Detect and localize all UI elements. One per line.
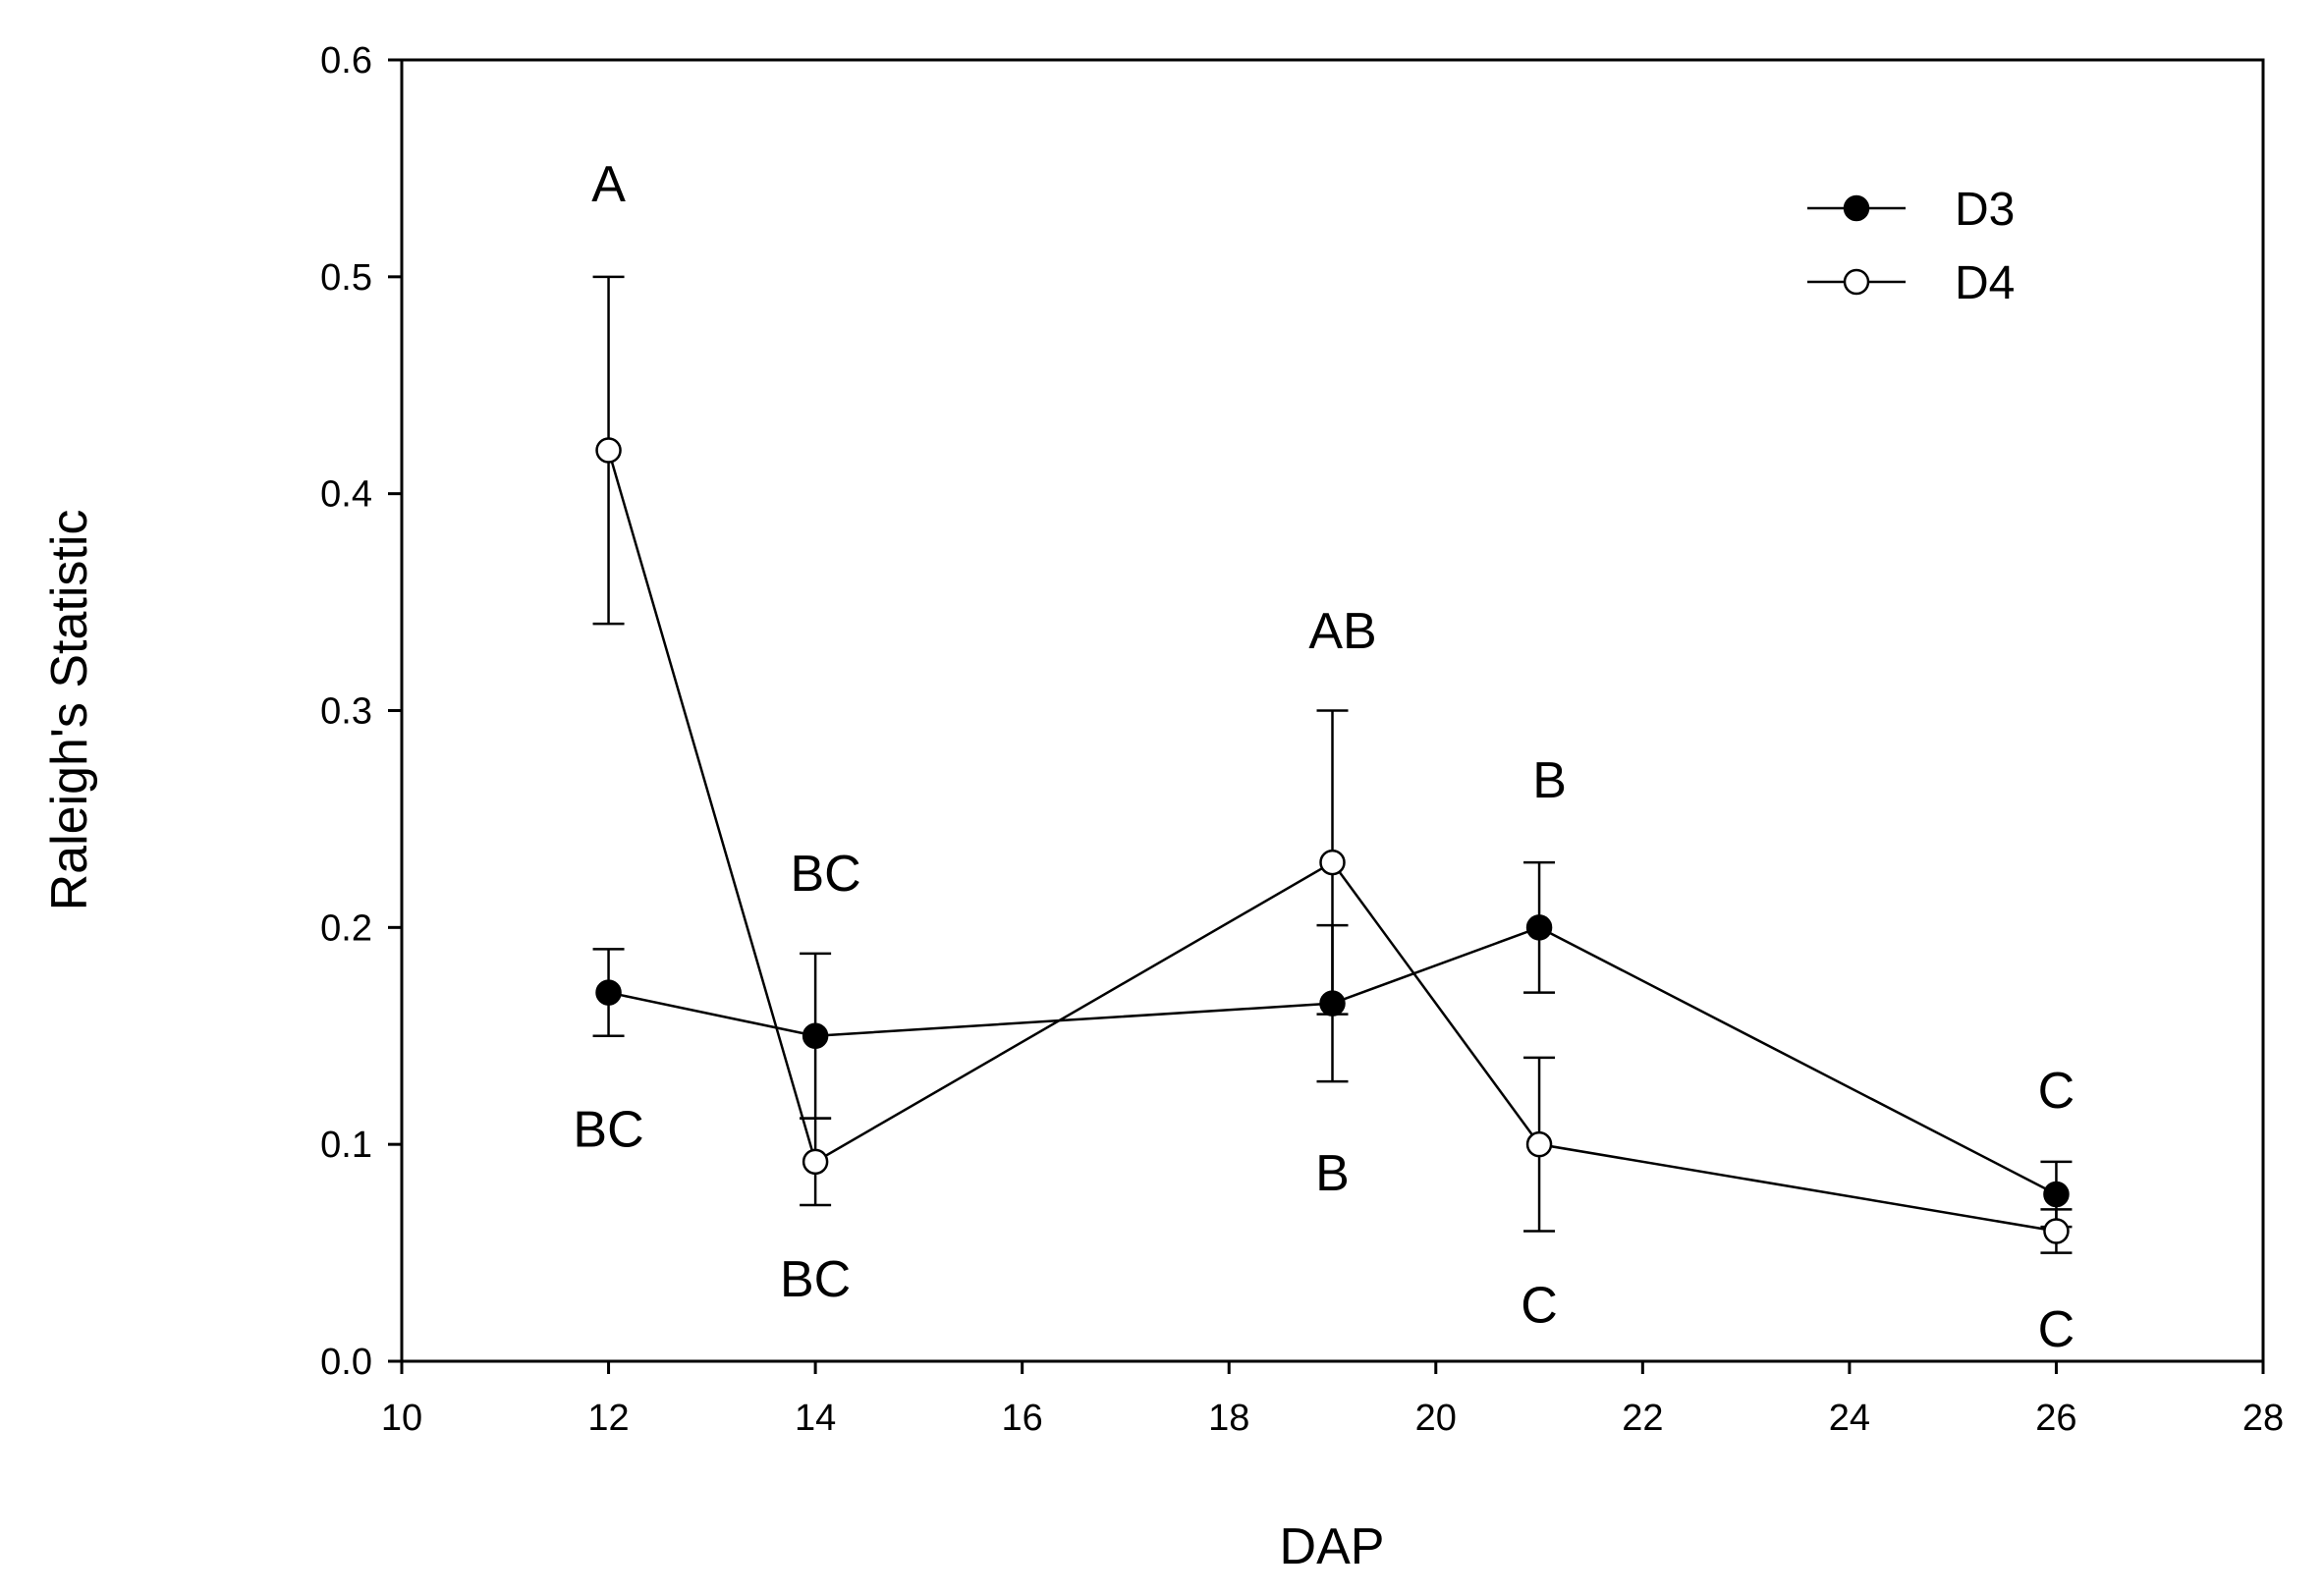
y-tick-label: 0.6	[320, 40, 372, 82]
y-axis: 0.0 0.1 0.2 0.3 0.4 0.5 0.6	[320, 40, 402, 1383]
significance-letter: B	[1532, 752, 1567, 809]
x-tick-label: 12	[587, 1398, 629, 1439]
data-point	[802, 1022, 829, 1049]
data-point	[1319, 849, 1346, 876]
x-axis: 10 12 14 16 18 20 22 24 26 28	[381, 1361, 2284, 1439]
significance-letter: A	[591, 156, 626, 213]
significance-letter: C	[2038, 1063, 2075, 1120]
data-point	[2043, 1181, 2070, 1208]
significance-letter: BC	[780, 1251, 851, 1308]
x-tick-label: 10	[381, 1398, 422, 1439]
x-tick-label: 18	[1208, 1398, 1249, 1439]
data-point	[595, 437, 622, 464]
y-tick-label: 0.1	[320, 1125, 372, 1166]
legend-open-marker	[1843, 268, 1870, 296]
legend-filled-marker	[1843, 194, 1870, 222]
x-tick-label: 16	[1002, 1398, 1043, 1439]
significance-letter: BC	[791, 846, 861, 903]
data-point	[2043, 1218, 2070, 1244]
significance-letter: C	[2038, 1301, 2075, 1358]
legend-item-d3: D3	[1807, 184, 2015, 236]
significance-letter: AB	[1308, 603, 1376, 660]
significance-letter: BC	[573, 1102, 643, 1159]
x-tick-label: 20	[1415, 1398, 1457, 1439]
y-tick-label: 0.2	[320, 908, 372, 949]
data-point	[1525, 1130, 1553, 1158]
legend-label: D3	[1955, 184, 2015, 236]
y-axis-label: Raleigh's Statistic	[41, 510, 98, 911]
x-tick-label: 28	[2242, 1398, 2284, 1439]
x-axis-label: DAP	[1280, 1518, 1385, 1575]
x-tick-label: 26	[2035, 1398, 2076, 1439]
legend-label: D4	[1955, 257, 2015, 309]
x-tick-label: 22	[1622, 1398, 1663, 1439]
legend-item-d4: D4	[1807, 257, 2015, 309]
data-point	[1525, 914, 1553, 941]
series-layer	[592, 275, 2073, 1254]
significance-letter: C	[1521, 1278, 1558, 1335]
data-point	[802, 1148, 829, 1176]
y-tick-label: 0.4	[320, 474, 372, 516]
y-tick-label: 0.3	[320, 691, 372, 733]
y-tick-label: 0.5	[320, 257, 372, 299]
y-tick-label: 0.0	[320, 1342, 372, 1383]
data-point	[595, 979, 622, 1006]
significance-letter: B	[1315, 1145, 1350, 1202]
series-d4	[592, 275, 2073, 1254]
x-tick-label: 24	[1829, 1398, 1870, 1439]
x-tick-label: 14	[795, 1398, 836, 1439]
